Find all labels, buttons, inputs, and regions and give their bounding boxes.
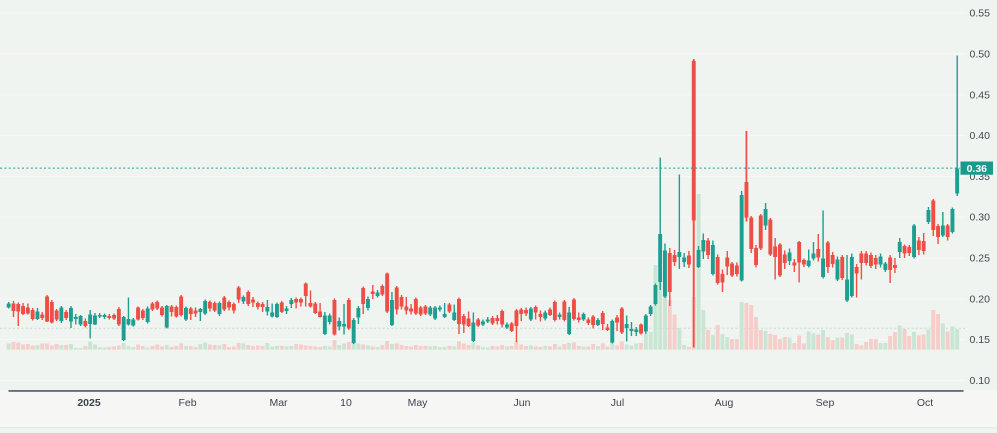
svg-text:Oct: Oct bbox=[917, 397, 933, 409]
svg-text:Jul: Jul bbox=[611, 397, 624, 409]
svg-text:Feb: Feb bbox=[178, 397, 196, 409]
svg-text:May: May bbox=[408, 397, 429, 409]
svg-text:0.20: 0.20 bbox=[970, 293, 991, 305]
svg-text:Mar: Mar bbox=[269, 397, 288, 409]
svg-text:0.15: 0.15 bbox=[970, 334, 991, 346]
svg-text:0.40: 0.40 bbox=[970, 130, 991, 142]
svg-text:10: 10 bbox=[340, 397, 352, 409]
svg-text:Aug: Aug bbox=[715, 397, 734, 409]
svg-text:0.55: 0.55 bbox=[970, 8, 991, 20]
svg-text:0.25: 0.25 bbox=[970, 253, 991, 265]
svg-text:0.30: 0.30 bbox=[970, 212, 991, 224]
svg-text:0.50: 0.50 bbox=[970, 49, 991, 61]
svg-text:2025: 2025 bbox=[77, 397, 101, 409]
svg-text:0.10: 0.10 bbox=[970, 375, 991, 387]
svg-text:Sep: Sep bbox=[816, 397, 835, 409]
svg-text:0.36: 0.36 bbox=[967, 163, 988, 175]
svg-text:0.45: 0.45 bbox=[970, 89, 991, 101]
svg-text:Jun: Jun bbox=[514, 397, 531, 409]
